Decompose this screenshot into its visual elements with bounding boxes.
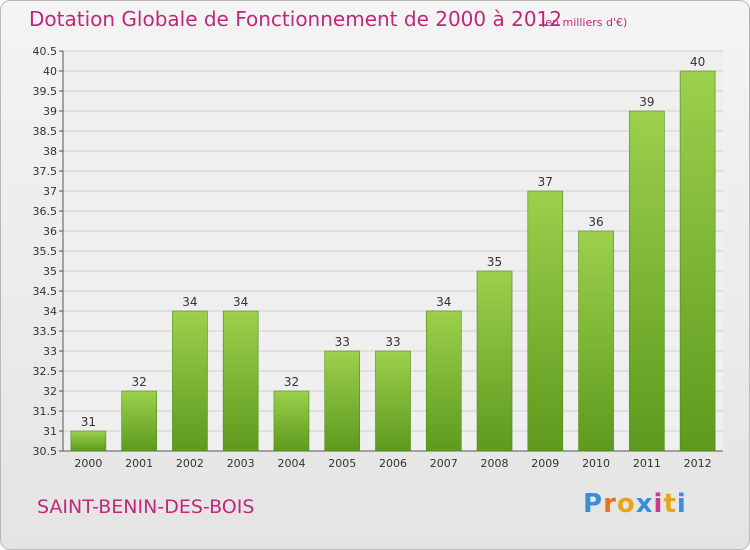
x-tick-label: 2005 bbox=[328, 457, 356, 470]
commune-name: SAINT-BENIN-DES-BOIS bbox=[37, 496, 255, 518]
logo-letter: i bbox=[653, 489, 664, 519]
bar bbox=[375, 350, 411, 452]
bar bbox=[425, 310, 462, 452]
chart-title: Dotation Globale de Fonctionnement de 20… bbox=[29, 7, 562, 31]
bar bbox=[70, 430, 107, 452]
x-tick-label: 2004 bbox=[277, 457, 305, 470]
y-tick-label: 33.5 bbox=[33, 325, 58, 338]
logo-letter: i bbox=[676, 489, 687, 519]
y-tick-label: 40 bbox=[43, 65, 57, 78]
y-tick-label: 35.5 bbox=[33, 245, 58, 258]
bar bbox=[679, 70, 716, 452]
data-label: 34 bbox=[233, 295, 248, 309]
data-label: 32 bbox=[284, 375, 299, 389]
y-tick-label: 40.5 bbox=[33, 45, 58, 58]
y-tick-label: 39.5 bbox=[33, 85, 58, 98]
y-tick-label: 32 bbox=[43, 385, 57, 398]
data-label: 34 bbox=[436, 295, 451, 309]
bar bbox=[629, 110, 665, 452]
logo-letter: r bbox=[603, 489, 617, 519]
data-label: 34 bbox=[182, 295, 197, 309]
bar bbox=[324, 350, 361, 452]
bar bbox=[578, 230, 614, 452]
x-tick-label: 2010 bbox=[582, 457, 610, 470]
y-tick-label: 31 bbox=[43, 425, 57, 438]
x-tick-label: 2012 bbox=[684, 457, 712, 470]
y-tick-label: 35 bbox=[43, 265, 57, 278]
y-tick-label: 31.5 bbox=[33, 405, 58, 418]
y-tick-label: 38 bbox=[43, 145, 57, 158]
x-tick-label: 2006 bbox=[379, 457, 407, 470]
logo-letter: P bbox=[583, 489, 604, 519]
bar bbox=[273, 390, 310, 452]
y-tick-label: 37 bbox=[43, 185, 57, 198]
y-tick-label: 33 bbox=[43, 345, 57, 358]
data-label: 33 bbox=[335, 335, 350, 349]
y-tick-label: 37.5 bbox=[33, 165, 58, 178]
bar bbox=[121, 390, 157, 452]
x-tick-label: 2008 bbox=[481, 457, 509, 470]
y-tick-label: 36 bbox=[43, 225, 57, 238]
x-tick-label: 2003 bbox=[227, 457, 255, 470]
y-tick-label: 30.5 bbox=[33, 445, 58, 458]
y-tick-label: 34 bbox=[43, 305, 57, 318]
y-tick-label: 34.5 bbox=[33, 285, 58, 298]
x-tick-label: 2009 bbox=[531, 457, 559, 470]
y-tick-label: 36.5 bbox=[33, 205, 58, 218]
x-tick-label: 2007 bbox=[430, 457, 458, 470]
bar bbox=[476, 270, 513, 452]
y-tick-label: 39 bbox=[43, 105, 57, 118]
x-tick-label: 2011 bbox=[633, 457, 661, 470]
y-tick-label: 38.5 bbox=[33, 125, 58, 138]
data-label: 33 bbox=[385, 335, 400, 349]
unit-note: (en milliers d'€) bbox=[541, 16, 628, 29]
bar bbox=[527, 190, 564, 452]
bar bbox=[222, 310, 259, 452]
x-tick-label: 2000 bbox=[74, 457, 102, 470]
data-label: 32 bbox=[132, 375, 147, 389]
logo-letter: x bbox=[635, 489, 654, 519]
logo-letter: t bbox=[663, 489, 677, 519]
proxiti-logo: Proxiti bbox=[583, 489, 687, 519]
logo-letter: o bbox=[616, 489, 636, 519]
x-tick-label: 2001 bbox=[125, 457, 153, 470]
bar bbox=[172, 310, 208, 452]
y-tick-label: 32.5 bbox=[33, 365, 58, 378]
data-label: 39 bbox=[639, 95, 654, 109]
data-label: 37 bbox=[538, 175, 553, 189]
data-label: 40 bbox=[690, 55, 705, 69]
data-label: 36 bbox=[588, 215, 603, 229]
x-tick-label: 2002 bbox=[176, 457, 204, 470]
data-label: 35 bbox=[487, 255, 502, 269]
data-label: 31 bbox=[81, 415, 96, 429]
